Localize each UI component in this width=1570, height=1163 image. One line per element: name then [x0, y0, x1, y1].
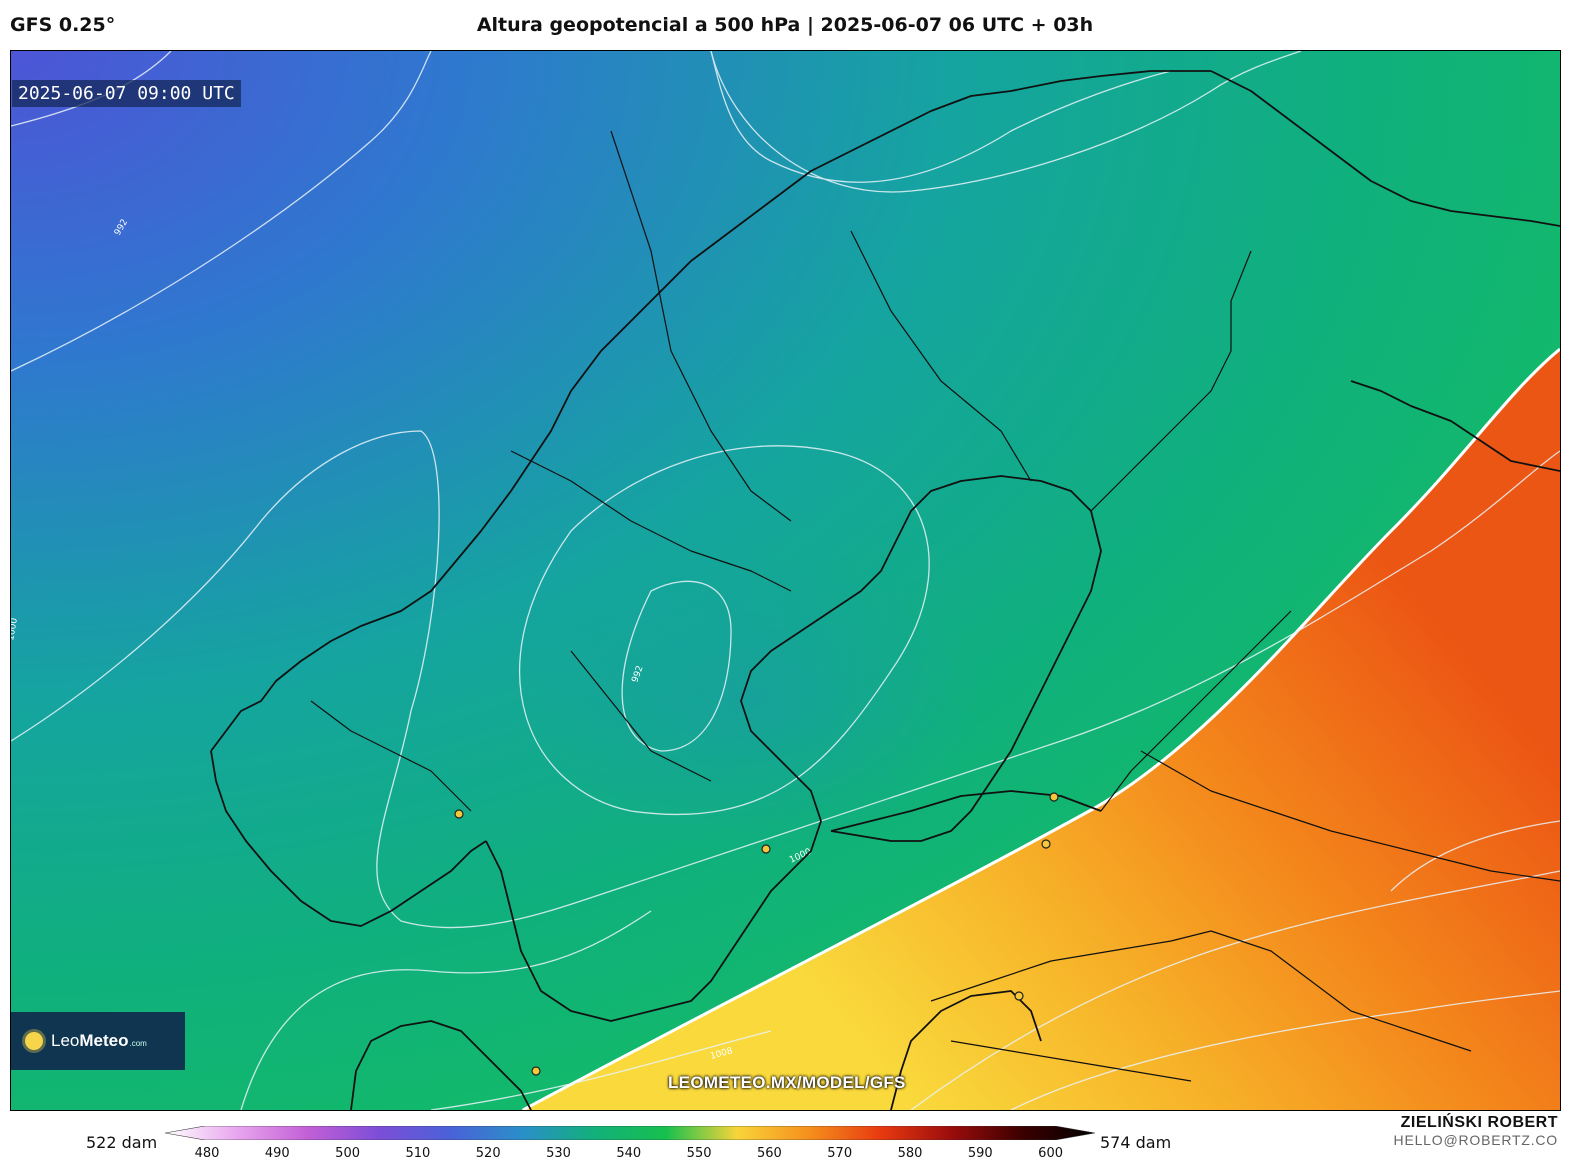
colorbar-strip: [164, 1125, 1096, 1141]
colorbar-tick-label: 510: [405, 1146, 431, 1161]
colorbar-tick-label: 600: [1038, 1146, 1064, 1161]
model-label: GFS 0.25°: [10, 14, 116, 36]
colorbar-max-label: 574 dam: [1100, 1133, 1172, 1152]
colorbar-tick-label: 560: [756, 1146, 782, 1161]
colorbar-tick-label: 570: [827, 1146, 853, 1161]
contour-552: [522, 347, 1560, 1110]
colorbar-tick-label: 480: [194, 1146, 220, 1161]
colorbar-tick-label: 550: [686, 1146, 712, 1161]
colorbar-tick-label: 490: [264, 1146, 290, 1161]
low-center: [521, 551, 981, 851]
city-markers: [454, 792, 1059, 1076]
isobar-label: 1000: [11, 617, 20, 642]
page-title: Altura geopotencial a 500 hPa | 2025-06-…: [476, 14, 1094, 36]
height-field-warm: [521, 351, 1560, 1110]
map-panel[interactable]: 992 1000 992 1000 1008: [10, 50, 1561, 1111]
author-email[interactable]: HELLO@ROBERTZ.CO: [1393, 1132, 1558, 1148]
model-url-watermark: LEOMETEO.MX/MODEL/GFS: [668, 1073, 906, 1092]
colorbar-tick-label: 500: [335, 1146, 361, 1161]
colorbar-ticks: 480 490 500 510 520 530 540 550 560 570 580 590 600: [0, 1146, 1570, 1162]
coastlines-and-borders: [210, 70, 1560, 1110]
author-name: ZIELIŃSKI ROBERT: [1400, 1114, 1558, 1131]
isobars: [11, 51, 1560, 1110]
map-canvas: 992 1000 992 1000 1008: [11, 51, 1560, 1110]
colorbar-tick-label: 520: [475, 1146, 501, 1161]
logo-text: LeoMeteo.com: [51, 1031, 147, 1050]
leometeo-logo[interactable]: LeoMeteo.com: [11, 1012, 185, 1070]
colorbar: [164, 1125, 1096, 1144]
colorbar-tick-label: 540: [616, 1146, 642, 1161]
sun-icon: [25, 1032, 43, 1050]
colorbar-tick-label: 530: [546, 1146, 571, 1161]
colorbar-tick-label: 580: [897, 1146, 923, 1161]
colorbar-tick-label: 590: [967, 1146, 993, 1161]
author-credit: ZIELIŃSKI ROBERT HELLO@ROBERTZ.CO: [1394, 1114, 1558, 1148]
colorbar-min-label: 522 dam: [86, 1133, 158, 1152]
colorbar-fill: [164, 1125, 1096, 1141]
valid-time-badge: 2025-06-07 09:00 UTC: [12, 80, 241, 107]
